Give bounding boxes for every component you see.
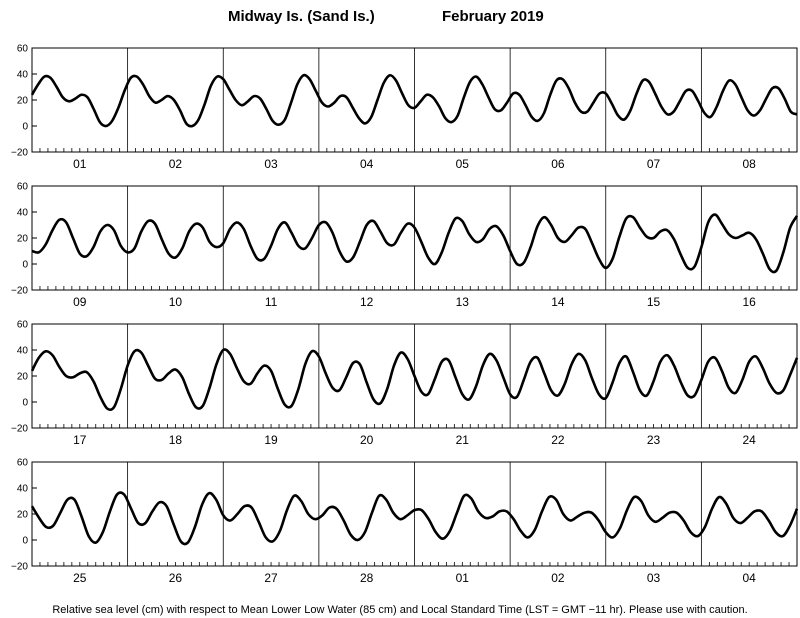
day-label: 01 [73, 157, 87, 171]
y-tick-label: 0 [22, 536, 28, 547]
day-label: 02 [551, 571, 565, 585]
y-tick-label: 40 [17, 346, 29, 357]
sea-level-line [30, 491, 799, 546]
y-tick-label: 20 [17, 372, 29, 383]
day-label: 01 [456, 571, 470, 585]
day-label: 25 [73, 571, 87, 585]
y-tick-label: 60 [17, 182, 29, 193]
day-label: 20 [360, 433, 374, 447]
y-tick-label: 0 [22, 260, 28, 271]
sea-level-line [30, 73, 798, 128]
day-label: 28 [360, 571, 374, 585]
day-label: 17 [73, 433, 87, 447]
day-label: 11 [265, 295, 278, 309]
sea-level-line [30, 348, 799, 412]
day-label: 12 [360, 295, 374, 309]
y-tick-label: 60 [17, 458, 29, 469]
day-label: 14 [551, 295, 565, 309]
y-tick-label: 40 [17, 208, 29, 219]
y-tick-label: 0 [22, 122, 28, 133]
day-label: 23 [647, 433, 661, 447]
day-label: 03 [264, 157, 278, 171]
y-tick-label: 20 [17, 234, 29, 245]
panels-group: 60 40 20 0 −20 01 02 03 04 05 06 07 08 60 40 20 0 −20 09 10… [11, 44, 799, 585]
day-label: 05 [456, 157, 470, 171]
day-label: 02 [169, 157, 183, 171]
day-label: 22 [551, 433, 565, 447]
y-tick-label: −20 [11, 148, 28, 159]
y-tick-label: 40 [17, 484, 29, 495]
panel-4: 60 40 20 0 −20 25 26 27 28 01 02 03 04 [11, 458, 799, 585]
footnote: Relative sea level (cm) with respect to … [52, 604, 747, 616]
day-label: 24 [743, 433, 757, 447]
day-label: 07 [647, 157, 661, 171]
y-tick-label: 60 [17, 320, 29, 331]
y-tick-label: 0 [22, 398, 28, 409]
day-label: 06 [551, 157, 565, 171]
panel-2: 60 40 20 0 −20 09 10 11 12 13 14 15 16 [11, 182, 799, 309]
y-tick-label: 40 [17, 70, 29, 81]
day-label: 04 [743, 571, 757, 585]
sea-level-line [31, 213, 799, 274]
day-label: 15 [647, 295, 661, 309]
y-tick-label: −20 [11, 286, 28, 297]
day-label: 08 [743, 157, 757, 171]
day-label: 09 [73, 295, 87, 309]
y-tick-label: −20 [11, 424, 28, 435]
day-label: 16 [743, 295, 757, 309]
day-label: 27 [264, 571, 278, 585]
day-label: 13 [456, 295, 470, 309]
chart-title-station: Midway Is. (Sand Is.) [228, 8, 375, 25]
y-tick-label: 20 [17, 510, 29, 521]
day-label: 18 [169, 433, 183, 447]
day-label: 26 [169, 571, 183, 585]
chart-title-period: February 2019 [442, 8, 544, 25]
day-label: 10 [169, 295, 183, 309]
day-label: 03 [647, 571, 661, 585]
y-tick-label: −20 [11, 562, 28, 573]
day-label: 21 [456, 433, 470, 447]
y-tick-label: 60 [17, 44, 29, 55]
panel-3: 60 40 20 0 −20 17 18 19 20 21 22 23 24 [11, 320, 799, 447]
panel-1: 60 40 20 0 −20 01 02 03 04 05 06 07 08 [11, 44, 798, 171]
day-label: 19 [264, 433, 278, 447]
y-tick-label: 20 [17, 96, 29, 107]
day-label: 04 [360, 157, 374, 171]
